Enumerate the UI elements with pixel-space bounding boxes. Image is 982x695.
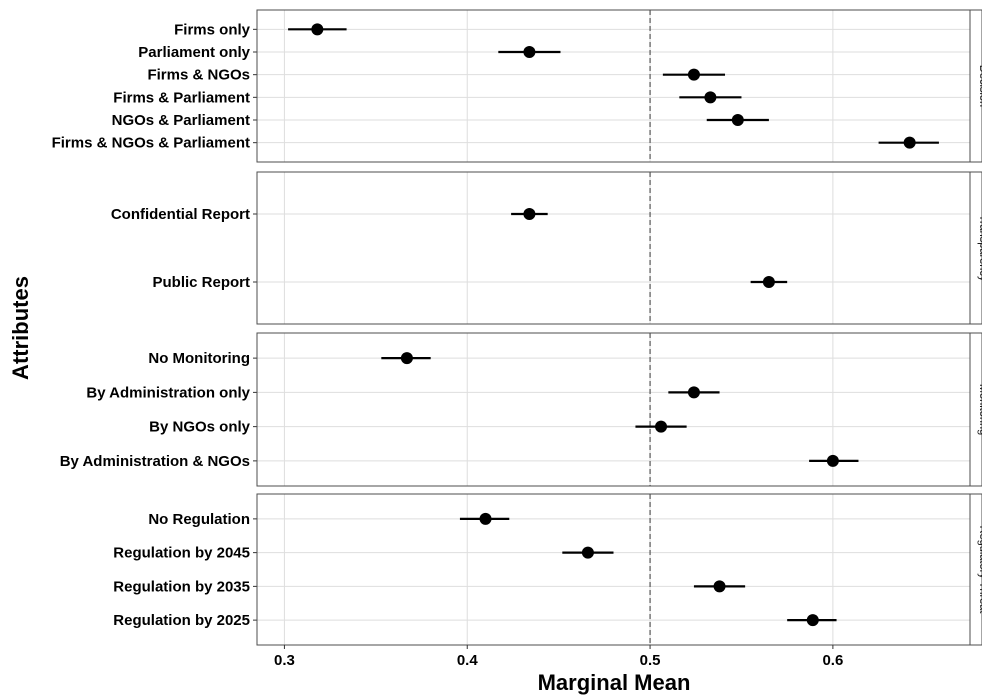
- estimate-point: [311, 23, 324, 36]
- estimate-point: [479, 512, 492, 525]
- estimate-point: [731, 114, 744, 126]
- category-label: Confidential Report: [111, 206, 250, 223]
- category-label: Firms & NGOs: [147, 67, 250, 84]
- facet-strip-label: Monitoring: [977, 384, 982, 435]
- category-label: By Administration only: [86, 384, 250, 401]
- category-label: No Monitoring: [148, 350, 250, 367]
- category-label: Public Report: [152, 274, 250, 291]
- category-label: NGOs & Parliament: [112, 112, 250, 129]
- facet-strip: [969, 332, 982, 487]
- estimate-point: [655, 420, 668, 433]
- estimate-point: [903, 136, 916, 149]
- facet-strip: [969, 9, 982, 163]
- facet-panel: Confidential Report Public Report Transpar…: [111, 171, 982, 325]
- plot-area: Firms only Parliament only Firms & NGOs Fir…: [52, 9, 982, 669]
- x-tick-label: 0.4: [457, 652, 479, 669]
- category-label: By NGOs only: [149, 419, 251, 436]
- estimate-point: [704, 91, 717, 104]
- estimate-point: [826, 454, 839, 467]
- facet-strip: [969, 171, 982, 325]
- panel-border: [256, 493, 971, 646]
- panel-border: [256, 332, 971, 487]
- category-label: No Regulation: [148, 511, 250, 528]
- category-label: Firms & Parliament: [113, 89, 250, 106]
- estimate-point: [523, 208, 536, 220]
- panel-border: [256, 9, 971, 163]
- facet-panel: Firms only Parliament only Firms & NGOs Fir…: [52, 9, 982, 163]
- category-label: Regulation by 2025: [113, 612, 250, 629]
- x-tick-label: 0.3: [274, 652, 295, 669]
- category-label: Regulation by 2035: [113, 578, 250, 595]
- facet-strip-label: Regulatory Threat: [977, 526, 982, 614]
- estimate-point: [581, 546, 594, 559]
- category-label: By Administration & NGOs: [60, 453, 250, 470]
- facet-panel: No Regulation Regulation by 2045 Regulatio…: [113, 493, 982, 646]
- category-label: Firms only: [174, 21, 251, 38]
- category-label: Parliament only: [138, 44, 250, 61]
- x-tick-label: 0.5: [640, 652, 661, 669]
- category-label: Firms & NGOs & Parliament: [52, 135, 250, 152]
- facet-strip-label: Transparency: [977, 215, 982, 282]
- x-axis-title: Marginal Mean: [538, 670, 691, 695]
- estimate-point: [687, 386, 700, 399]
- estimate-point: [400, 352, 413, 365]
- panel-border: [256, 171, 971, 325]
- x-tick-label: 0.6: [822, 652, 843, 669]
- estimate-point: [806, 614, 819, 627]
- facet-strip: [969, 493, 982, 646]
- estimate-point: [762, 276, 775, 288]
- facet-strip-label: Decision: [977, 65, 982, 107]
- estimate-point: [687, 68, 700, 81]
- category-label: Regulation by 2045: [113, 545, 250, 562]
- facet-panel: No Monitoring By Administration only By NG…: [60, 332, 982, 487]
- estimate-point: [713, 580, 726, 593]
- estimate-point: [523, 46, 536, 58]
- y-axis-title: Attributes: [8, 276, 33, 380]
